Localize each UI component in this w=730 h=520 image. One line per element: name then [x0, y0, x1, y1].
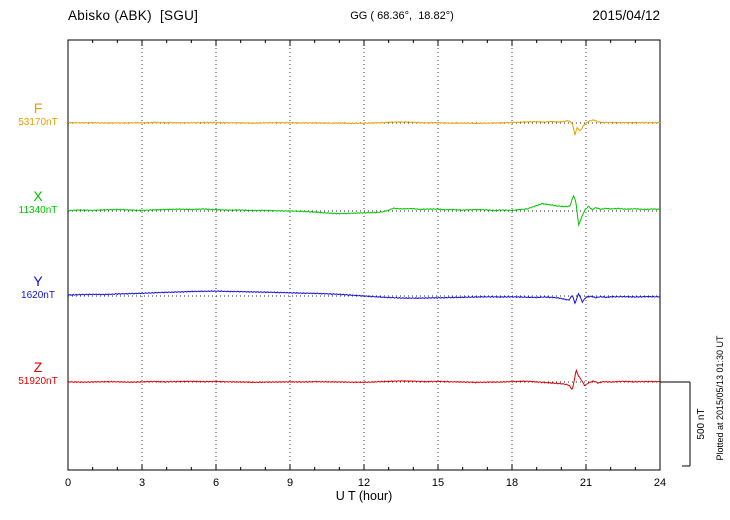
trace-label-Z: Z 51920nT: [8, 360, 68, 388]
trace-baseline-X: 11340nT: [18, 205, 58, 216]
trace-Y: [67, 290, 661, 305]
trace-letter-Z: Z: [33, 359, 43, 375]
x-tick-label-3: 3: [139, 477, 145, 489]
x-axis-label: U T (hour): [335, 489, 393, 503]
trace-X: [67, 194, 661, 227]
trace-letter-X: X: [33, 188, 43, 204]
geographic-coordinates: GG ( 68.36°, 18.82°): [350, 10, 454, 22]
plot-date: 2015/04/12: [592, 8, 660, 23]
trace-baseline-F: 53170nT: [18, 117, 58, 128]
scale-bar-label: 500 nT: [696, 408, 707, 439]
x-tick-label-0: 0: [65, 477, 71, 489]
x-tick-label-6: 6: [213, 477, 219, 489]
trace-baseline-Z: 51920nT: [18, 376, 58, 387]
x-tick-label-15: 15: [432, 477, 444, 489]
x-tick-label-21: 21: [580, 477, 592, 489]
trace-label-X: X 11340nT: [8, 189, 68, 217]
trace-baseline-Y: 1620nT: [21, 290, 55, 301]
x-tick-label-18: 18: [506, 477, 518, 489]
x-tick-label-24: 24: [654, 477, 666, 489]
plotted-at-note: Plotted at 2015/05/13 01:30 UT: [715, 335, 725, 461]
trace-letter-F: F: [33, 100, 43, 116]
trace-label-F: F 53170nT: [8, 101, 68, 129]
station-title: Abisko (ABK) [SGU]: [68, 8, 199, 23]
x-tick-label-12: 12: [358, 477, 370, 489]
trace-Z: [68, 368, 661, 391]
trace-letter-Y: Y: [33, 273, 43, 289]
trace-F: [67, 118, 661, 136]
trace-label-Y: Y 1620nT: [8, 274, 68, 302]
x-tick-label-9: 9: [287, 477, 293, 489]
